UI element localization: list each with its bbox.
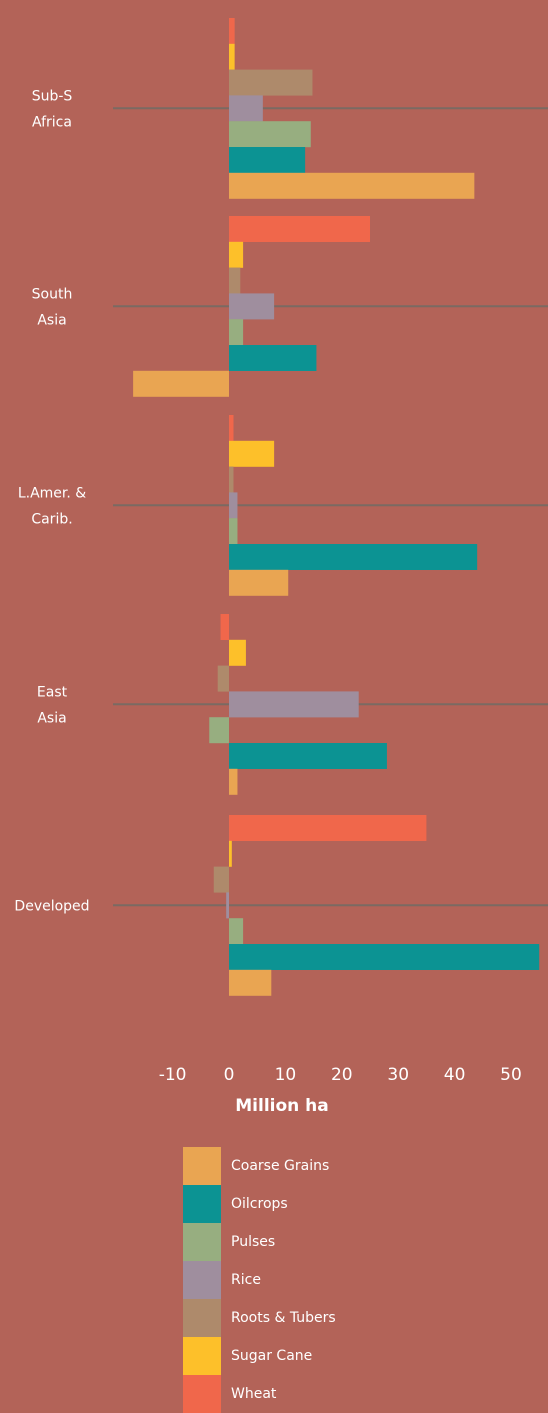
bar-sugar-cane [229,639,246,666]
bar-rice [229,293,275,320]
bar-coarse-grains [133,370,229,397]
bar-coarse-grains [229,569,289,596]
bar-oilcrops [229,944,540,970]
bar-rice [229,691,359,718]
bar-sugar-cane [229,43,235,70]
bar-wheat [220,614,229,640]
bar-oilcrops [229,147,306,173]
legend-swatch [183,1337,221,1375]
bar-oilcrops [229,544,478,570]
category-labels: Sub-S Africa South Asia L.Amer. & Carib. East A… [14,88,89,914]
legend-label: Wheat [231,1386,277,1402]
bar-rice [226,892,229,919]
legend-item: Oilcrops [183,1185,336,1223]
bar-sugar-cane [229,241,244,268]
legend-label: Sugar Cane [231,1348,313,1364]
legend-label: Roots & Tubers [231,1310,336,1326]
x-tick-label: 10 [275,1065,297,1085]
bar-pulses [229,918,244,945]
bar-sugar-cane [229,440,275,467]
legend-swatch [183,1223,221,1261]
x-tick-label: 20 [331,1065,353,1085]
bar-roots-tubers [229,69,313,96]
x-tick-label: 50 [500,1065,522,1085]
x-tick-label: 0 [224,1065,235,1085]
legend-swatch [183,1299,221,1337]
legend-item: Coarse Grains [183,1147,336,1185]
bar-pulses [229,518,238,545]
legend-swatch [183,1375,221,1413]
legend: Coarse Grains Oilcrops Pulses Rice Roots & T… [183,1147,336,1413]
x-tick-label: 40 [444,1065,466,1085]
bar-roots-tubers [213,866,229,893]
legend-item: Pulses [183,1223,336,1261]
category-lines [113,107,548,907]
bar-wheat [229,415,234,441]
bar-roots-tubers [217,665,229,692]
legend-swatch [183,1261,221,1299]
legend-swatch [183,1147,221,1185]
bar-coarse-grains [229,172,475,199]
legend-label: Rice [231,1272,261,1288]
bar-oilcrops [229,345,317,371]
bar-pulses [229,319,244,346]
bar-oilcrops [229,743,387,769]
bar-rice [229,95,263,122]
x-tick-label: 30 [387,1065,409,1085]
legend-label: Pulses [231,1234,276,1250]
legend-swatch [183,1185,221,1223]
category-label: Sub-S Africa [32,88,73,130]
legend-label: Oilcrops [231,1196,288,1212]
bar-roots-tubers [229,267,241,294]
bars [133,18,540,996]
x-axis-label: Million ha [235,1096,329,1116]
bar-pulses [209,717,229,744]
category-label: L.Amer. & Carib. [18,485,86,527]
legend-label: Coarse Grains [231,1158,330,1174]
legend-item: Rice [183,1261,336,1299]
category-label: East Asia [37,684,68,726]
bar-wheat [229,18,235,44]
bar-coarse-grains [229,768,238,795]
bar-pulses [229,121,311,148]
bar-roots-tubers [229,466,234,493]
bar-sugar-cane [229,840,232,867]
legend-item: Wheat [183,1375,336,1413]
legend-item: Sugar Cane [183,1337,336,1375]
bar-rice [229,492,238,519]
x-axis-ticks: -10 0 10 20 30 40 50 [159,1065,522,1085]
category-label: Developed [14,898,89,914]
bar-wheat [229,216,370,242]
bar-coarse-grains [229,969,272,996]
x-tick-label: -10 [159,1065,187,1085]
category-label: South Asia [32,286,73,328]
bar-wheat [229,815,427,841]
legend-item: Roots & Tubers [183,1299,336,1337]
